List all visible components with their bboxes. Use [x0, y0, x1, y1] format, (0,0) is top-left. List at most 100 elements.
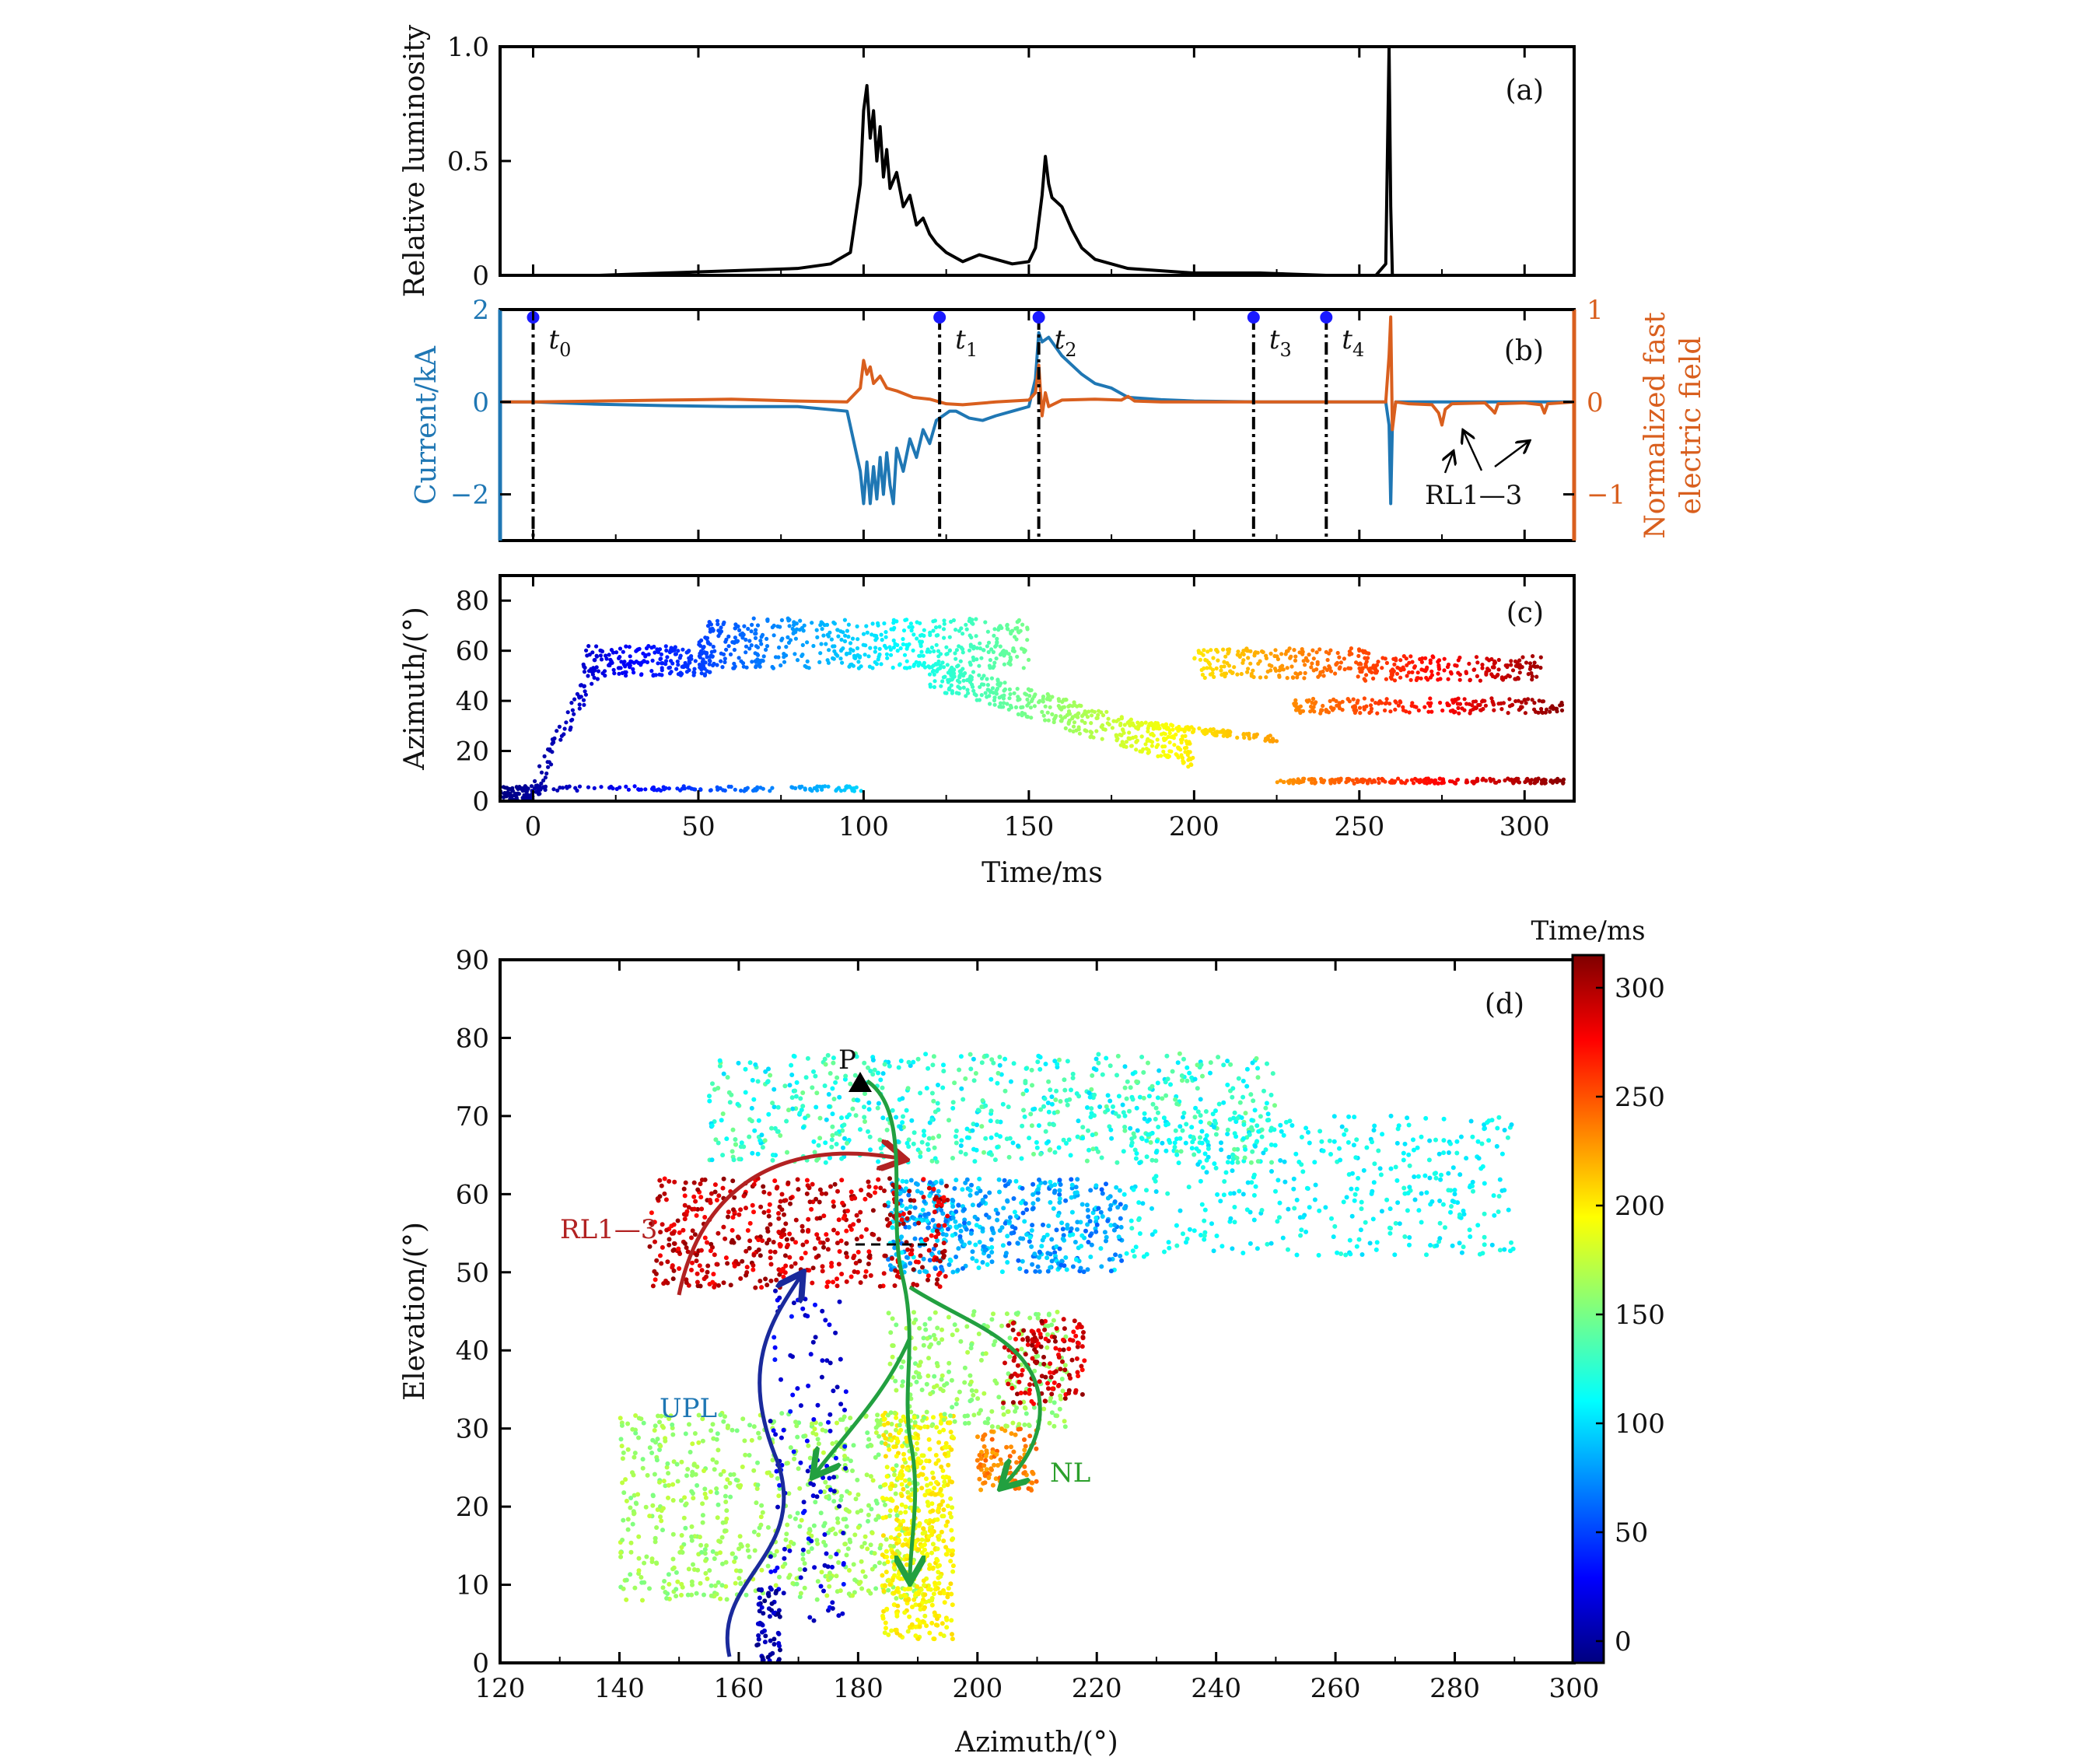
azimuth-point — [604, 653, 608, 658]
azimuth-point — [583, 689, 587, 694]
elevation-point — [950, 1563, 956, 1569]
azimuth-point — [991, 649, 996, 655]
azimuth-point — [776, 655, 781, 660]
elevation-point — [1236, 1076, 1241, 1081]
azimuth-point — [564, 720, 569, 725]
elevation-point — [930, 1062, 936, 1068]
elevation-point — [1074, 1257, 1079, 1262]
azimuth-point — [1139, 721, 1144, 726]
elevation-point — [952, 1322, 957, 1328]
elevation-point — [848, 1081, 853, 1087]
elevation-point — [800, 1552, 806, 1557]
elevation-point — [894, 1513, 900, 1518]
elevation-point — [1007, 1354, 1013, 1360]
elevation-point — [915, 1584, 920, 1589]
elevation-point — [913, 1602, 919, 1608]
elevation-point — [727, 1480, 733, 1486]
azimuth-point — [1222, 731, 1226, 736]
elevation-point — [702, 1551, 708, 1556]
azimuth-point — [1181, 758, 1185, 764]
azimuth-point — [1407, 710, 1412, 715]
elevation-point — [1006, 1104, 1011, 1110]
elevation-point — [619, 1444, 625, 1449]
elevation-point — [1061, 1137, 1066, 1143]
azimuth-point — [745, 786, 750, 790]
elevation-point — [728, 1472, 733, 1477]
elevation-point — [1087, 1094, 1093, 1100]
elevation-point — [1181, 1056, 1186, 1062]
elevation-point — [1023, 1079, 1028, 1083]
elevation-point — [670, 1482, 676, 1487]
elevation-point — [834, 1573, 839, 1579]
elevation-point — [1263, 1105, 1268, 1111]
azimuth-point — [1314, 700, 1318, 705]
elevation-point — [963, 1421, 968, 1426]
azimuth-point — [977, 663, 982, 668]
azimuth-point — [537, 764, 542, 768]
azimuth-point — [936, 667, 940, 671]
elevation-point — [921, 1606, 926, 1612]
elevation-point — [1268, 1092, 1274, 1097]
rl-arrow-3 — [1494, 442, 1528, 467]
azimuth-point — [820, 627, 824, 632]
azimuth-point — [877, 646, 882, 651]
elevation-point — [1179, 1073, 1184, 1078]
elevation-point — [969, 1342, 975, 1347]
azimuth-point — [968, 660, 972, 665]
azimuth-point — [559, 733, 565, 738]
elevation-point — [1051, 1400, 1057, 1405]
azimuth-point — [810, 621, 814, 625]
azimuth-point — [701, 663, 706, 669]
azimuth-point — [1046, 694, 1051, 698]
azimuth-point — [1539, 709, 1544, 715]
azimuth-point — [1297, 709, 1302, 713]
elevation-point — [1048, 1147, 1053, 1152]
elevation-point — [703, 1558, 709, 1563]
elevation-point — [831, 1055, 836, 1061]
elevation-point — [1020, 1185, 1025, 1191]
elevation-point — [971, 1309, 977, 1314]
elevation-point — [1235, 1160, 1240, 1165]
azimuth-point — [759, 635, 764, 639]
elevation-point — [1263, 1147, 1268, 1153]
elevation-point — [938, 1631, 943, 1636]
azimuth-point — [1342, 656, 1346, 661]
elevation-point — [921, 1465, 926, 1471]
elevation-points — [618, 1051, 1516, 1664]
azimuth-point — [905, 646, 909, 651]
elevation-point — [882, 1062, 887, 1067]
elevation-point — [1052, 1188, 1058, 1194]
azimuth-point — [955, 664, 960, 669]
azimuth-point — [1362, 705, 1366, 709]
elevation-point — [717, 1058, 723, 1063]
elevation-point — [894, 1505, 900, 1510]
elevation-point — [679, 1533, 684, 1538]
elevation-point — [1122, 1064, 1128, 1069]
elevation-point — [887, 1514, 892, 1518]
azimuth-point — [1407, 670, 1412, 675]
azimuth-point — [961, 650, 965, 655]
azimuth-point — [1475, 660, 1480, 665]
azimuth-point — [1457, 711, 1461, 716]
elevation-point — [1225, 1082, 1230, 1087]
azimuth-point — [771, 666, 776, 670]
elevation-point — [1230, 1152, 1236, 1157]
elevation-point — [1035, 1264, 1041, 1269]
elevation-point — [1098, 1246, 1104, 1251]
elevation-point — [925, 1482, 930, 1488]
elevation-point — [930, 1217, 936, 1223]
azimuth-point — [1258, 675, 1263, 680]
time-marker-label: t4 — [1342, 324, 1364, 361]
elevation-point — [1004, 1423, 1010, 1429]
elevation-point — [1198, 1062, 1204, 1067]
elevation-point — [755, 1151, 761, 1157]
elevation-point — [1063, 1334, 1069, 1339]
elevation-point — [997, 1055, 1003, 1059]
azimuth-point — [1394, 700, 1398, 705]
elevation-point — [639, 1580, 645, 1585]
elevation-point — [1086, 1240, 1091, 1244]
azimuth-point — [1303, 663, 1307, 667]
elevation-point — [907, 1614, 912, 1619]
elevation-point — [958, 1228, 964, 1234]
azimuth-point — [680, 786, 685, 791]
